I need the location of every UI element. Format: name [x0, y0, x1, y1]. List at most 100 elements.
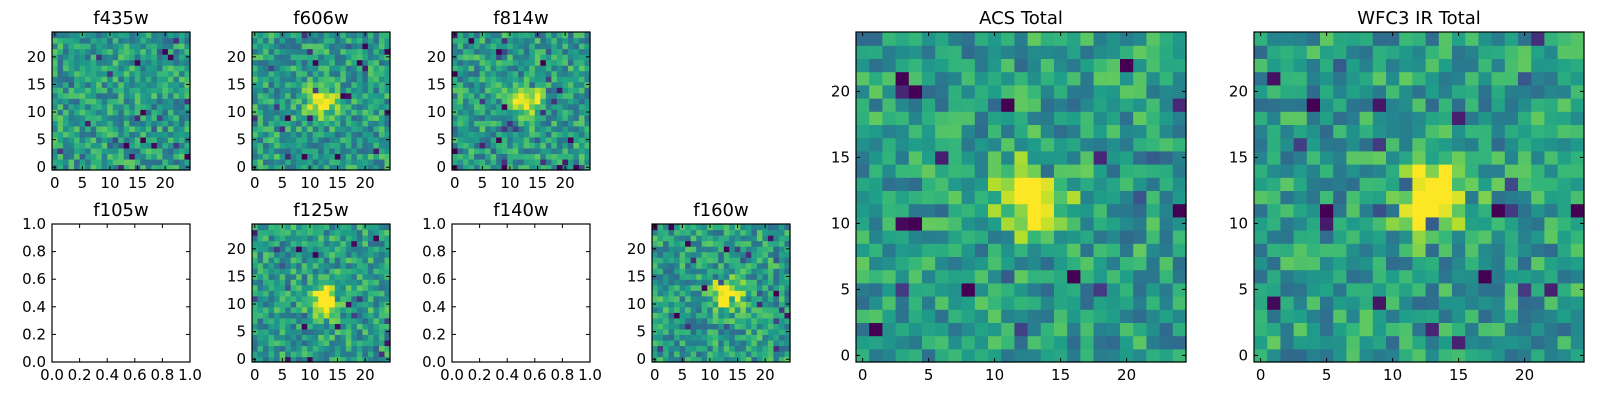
- heatmap-cell: [268, 257, 275, 264]
- heatmap-cell: [334, 301, 341, 308]
- heatmap-cell: [1040, 322, 1055, 337]
- heatmap-cell: [373, 356, 380, 363]
- heatmap-cell: [961, 269, 976, 284]
- heatmap-cell: [745, 273, 752, 280]
- heatmap-cell: [290, 224, 297, 231]
- heatmap-cell: [1346, 190, 1361, 205]
- heatmap-cell: [367, 345, 375, 352]
- heatmap-cell: [274, 290, 281, 297]
- heatmap-cell: [167, 37, 175, 44]
- heatmap-cell: [151, 125, 158, 132]
- heatmap-cell: [523, 48, 530, 55]
- heatmap-cell: [545, 37, 552, 44]
- heatmap-cell: [268, 339, 275, 347]
- heatmap-cell: [52, 37, 59, 44]
- heatmap-cell: [52, 158, 59, 166]
- heatmap-cell: [1014, 111, 1029, 125]
- heatmap-cell: [961, 98, 976, 112]
- heatmap-cell: [1093, 190, 1108, 205]
- heatmap-cell: [329, 345, 336, 352]
- heatmap-cell: [856, 45, 870, 59]
- heatmap-cell: [551, 114, 558, 121]
- heatmap-cell: [468, 54, 475, 61]
- heatmap-cell: [1372, 269, 1387, 284]
- heatmap-cell: [463, 147, 470, 155]
- heatmap-cell: [334, 295, 341, 302]
- heatmap-cell: [356, 32, 363, 39]
- heatmap-cell: [534, 153, 541, 160]
- heatmap-cell: [712, 262, 719, 269]
- heatmap-cell: [551, 147, 558, 155]
- heatmap-cell: [668, 350, 675, 358]
- heatmap-cell: [1146, 190, 1161, 205]
- heatmap-cell: [474, 114, 481, 121]
- heatmap-cell: [784, 251, 791, 258]
- heatmap-cell: [378, 301, 386, 308]
- heatmap-cell: [1080, 269, 1095, 284]
- heatmap-cell: [869, 309, 883, 323]
- heatmap-cell: [529, 92, 536, 99]
- heatmap-cell: [1293, 256, 1308, 271]
- heatmap-cell: [1544, 348, 1559, 363]
- heatmap-cell: [257, 120, 264, 127]
- heatmap-cell: [474, 164, 481, 171]
- heatmap-cell: [167, 109, 175, 116]
- heatmap-cell: [895, 230, 910, 244]
- heatmap-cell: [767, 235, 775, 242]
- heatmap-cell: [490, 92, 497, 99]
- heatmap-cell: [263, 37, 270, 44]
- heatmap-cell: [184, 43, 191, 50]
- heatmap-cell: [367, 317, 375, 324]
- heatmap-cell: [378, 284, 386, 291]
- heatmap-cell: [507, 81, 514, 88]
- heatmap-cell: [485, 70, 492, 77]
- heatmap-cell: [988, 150, 1002, 165]
- heatmap-cell: [274, 301, 281, 308]
- heatmap-cell: [490, 136, 497, 143]
- heatmap-cell: [373, 235, 380, 242]
- heatmap-cell: [263, 301, 270, 308]
- heatmap-cell: [485, 158, 492, 166]
- heatmap-cell: [1054, 150, 1068, 165]
- heatmap-cell: [118, 70, 125, 77]
- heatmap-cell: [118, 136, 125, 143]
- heatmap-cell: [479, 87, 486, 94]
- heatmap-cell: [562, 98, 569, 105]
- heatmap-cell: [1478, 256, 1493, 271]
- heatmap-cell: [268, 158, 275, 166]
- heatmap-cell: [1254, 98, 1268, 112]
- heatmap-cell: [701, 306, 708, 313]
- heatmap-cell: [129, 65, 136, 72]
- heatmap-cell: [1001, 309, 1015, 323]
- heatmap-cell: [140, 147, 147, 155]
- heatmap-cell: [696, 350, 703, 358]
- heatmap-cell: [296, 339, 303, 347]
- heatmap-cell: [948, 203, 963, 218]
- heatmap-cell: [301, 262, 308, 269]
- heatmap-cell: [1306, 335, 1321, 350]
- heatmap-cell: [882, 203, 897, 218]
- heatmap-cell: [457, 76, 464, 83]
- heatmap-cell: [351, 54, 358, 61]
- heatmap-cell: [908, 137, 923, 152]
- heatmap-cell: [1267, 150, 1281, 165]
- heatmap-cell: [74, 103, 81, 110]
- heatmap-cell: [301, 136, 308, 143]
- heatmap-cell: [767, 323, 775, 330]
- heatmap-cell: [263, 240, 270, 247]
- heatmap-cell: [756, 251, 763, 258]
- heatmap-cell: [1372, 216, 1387, 231]
- heatmap-cell: [578, 120, 586, 127]
- heatmap-cell: [974, 124, 989, 139]
- heatmap-cell: [961, 124, 976, 139]
- heatmap-cell: [129, 120, 136, 127]
- heatmap-cell: [1504, 256, 1519, 271]
- heatmap-cell: [340, 131, 347, 138]
- y-tick-label: 5: [636, 323, 646, 341]
- heatmap-cell: [356, 142, 363, 149]
- heatmap-cell: [474, 98, 481, 105]
- heatmap-cell: [1359, 164, 1374, 178]
- heatmap-cell: [1452, 71, 1466, 86]
- heatmap-cell: [373, 81, 380, 88]
- heatmap-cell: [490, 142, 497, 149]
